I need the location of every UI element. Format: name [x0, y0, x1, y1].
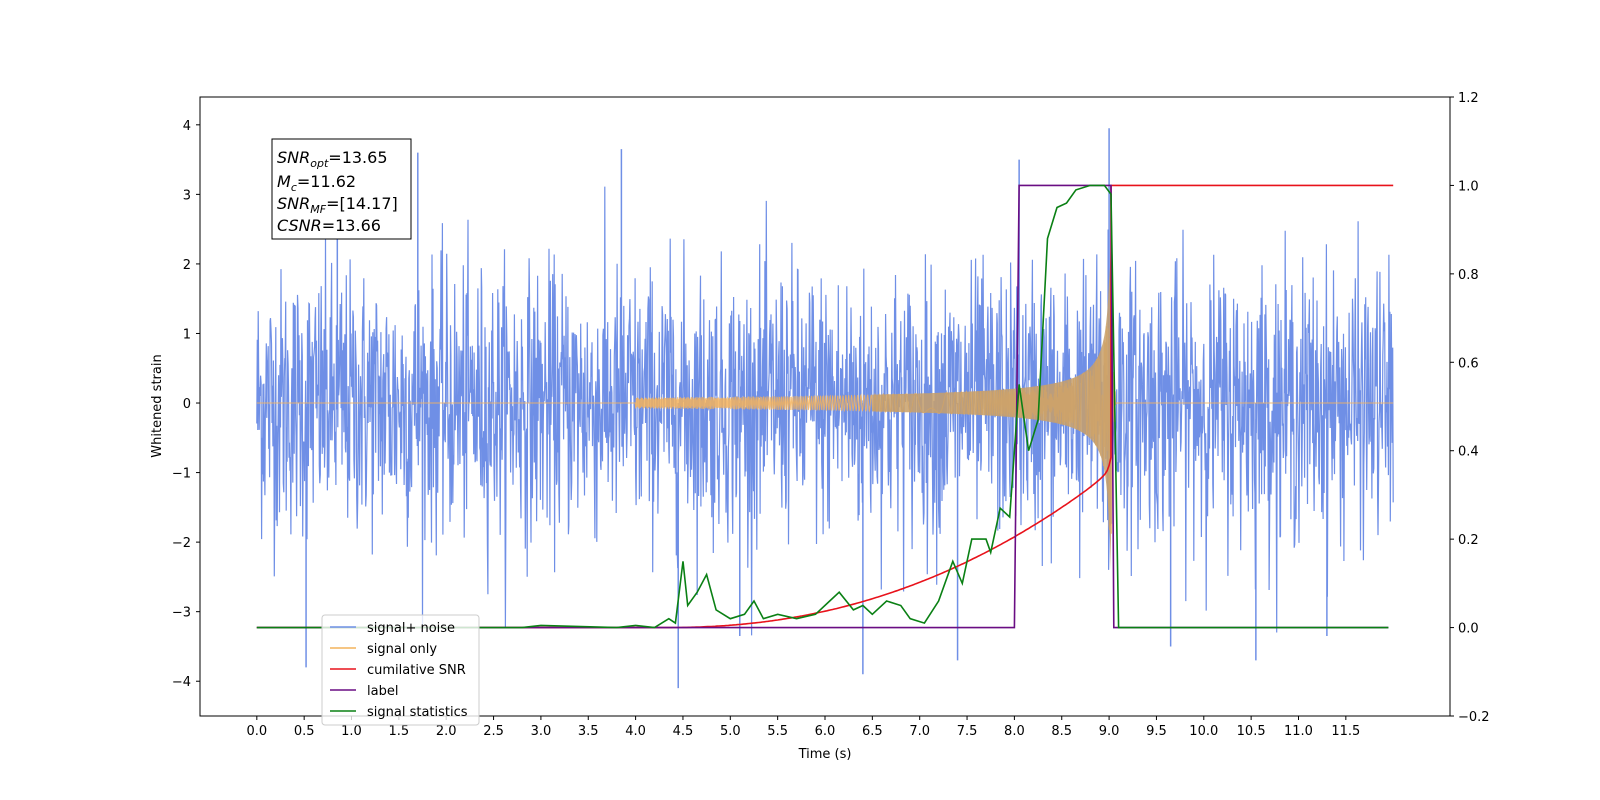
y-axis-left: −4 −3 −2 −1 0 1 2 3 4	[172, 119, 200, 690]
y2-tick-label: 0.0	[1458, 622, 1479, 637]
annotation-snr-mf: SNRMF=[14.17]	[277, 194, 398, 216]
y2-tick-label: 0.6	[1458, 356, 1479, 371]
x-tick-label: 4.0	[625, 724, 646, 739]
x-tick-label: 2.0	[436, 724, 457, 739]
series-signal-statistics	[256, 184, 1389, 629]
y-tick-label: 2	[183, 258, 191, 273]
y-tick-label: 3	[183, 188, 191, 203]
y-tick-label: −4	[172, 675, 191, 690]
annotation-snr-opt: SNRopt=13.65	[277, 148, 388, 170]
y-axis-label: Whitened strain	[150, 354, 165, 457]
x-tick-label: 0.5	[294, 724, 315, 739]
annotation-box: SNRopt=13.65 Mc=11.62 SNRMF=[14.17] CSNR…	[271, 138, 412, 240]
y2-tick-label: −0.2	[1458, 710, 1490, 725]
legend: signal+ noise signal only cumilative SNR la…	[321, 614, 480, 726]
y-tick-label: −3	[172, 606, 191, 621]
legend-label: signal only	[367, 642, 437, 657]
plot-area	[256, 128, 1394, 689]
x-tick-label: 6.5	[862, 724, 883, 739]
x-tick-label: 1.5	[389, 724, 410, 739]
x-tick-label: 0.0	[246, 724, 267, 739]
y-tick-label: −1	[172, 467, 191, 482]
x-tick-label: 10.5	[1237, 724, 1266, 739]
x-tick-label: 11.0	[1284, 724, 1313, 739]
x-tick-label: 4.5	[673, 724, 694, 739]
y2-tick-label: 0.4	[1458, 445, 1479, 460]
x-tick-label: 5.5	[767, 724, 788, 739]
series-signal-only	[256, 261, 1394, 534]
legend-box	[321, 614, 480, 726]
annotation-mc: Mc=11.62	[277, 172, 356, 194]
x-axis: 0.0 0.5 1.0 1.5 2.0 2.5 3.0 3.5 4.0 4.5 5.0 5.5 6.0 6…	[246, 716, 1360, 739]
y-axis-right: −0.2 0.0 0.2 0.4 0.6 0.8 1.0 1.2	[1450, 91, 1490, 725]
x-tick-label: 10.0	[1189, 724, 1218, 739]
legend-label: signal+ noise	[367, 621, 455, 636]
x-tick-label: 7.5	[957, 724, 978, 739]
x-tick-label: 3.5	[578, 724, 599, 739]
y2-tick-label: 1.0	[1458, 179, 1479, 194]
x-tick-label: 8.0	[1004, 724, 1025, 739]
y-tick-label: 0	[183, 397, 191, 412]
signal-envelope	[872, 236, 1111, 570]
y2-tick-label: 1.2	[1458, 91, 1479, 106]
x-tick-label: 3.0	[531, 724, 552, 739]
x-tick-label: 5.0	[720, 724, 741, 739]
x-axis-label: Time (s)	[798, 747, 852, 762]
x-tick-label: 9.5	[1146, 724, 1167, 739]
legend-label: cumilative SNR	[367, 663, 466, 678]
annotation-csnr: CSNR=13.66	[277, 216, 381, 235]
x-tick-label: 8.5	[1051, 724, 1072, 739]
x-tick-label: 9.0	[1099, 724, 1120, 739]
y-tick-label: 4	[183, 119, 191, 134]
x-tick-label: 11.5	[1331, 724, 1360, 739]
legend-label: label	[367, 684, 398, 699]
y-tick-label: 1	[183, 327, 191, 342]
legend-label: signal statistics	[367, 705, 468, 720]
series-signal-noise	[256, 186, 1394, 636]
x-tick-label: 6.0	[815, 724, 836, 739]
y-tick-label: −2	[172, 536, 191, 551]
y2-tick-label: 0.8	[1458, 268, 1479, 283]
x-tick-label: 2.5	[483, 724, 504, 739]
y2-tick-label: 0.2	[1458, 533, 1479, 548]
x-tick-label: 7.0	[909, 724, 930, 739]
x-tick-label: 1.0	[341, 724, 362, 739]
